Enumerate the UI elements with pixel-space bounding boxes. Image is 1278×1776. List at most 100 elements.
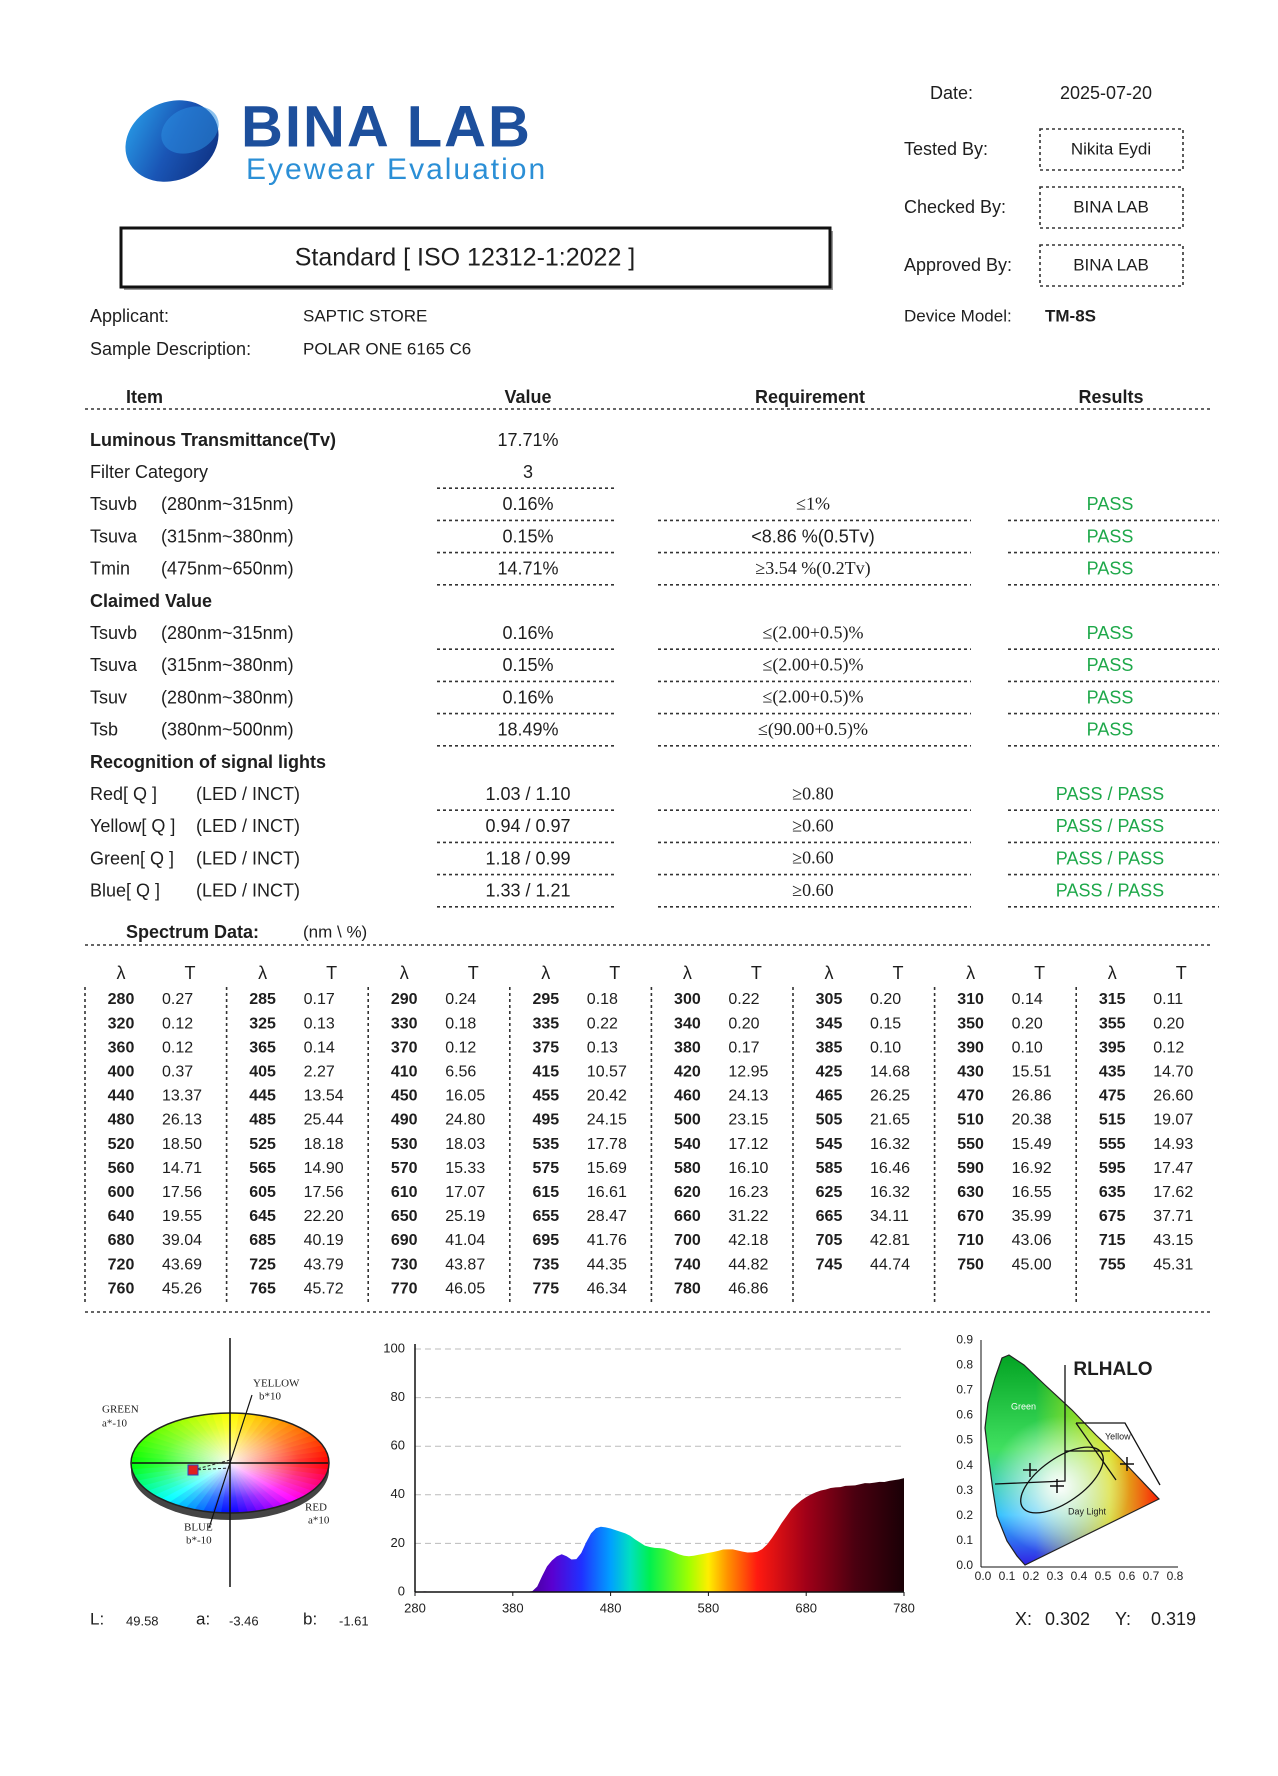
transmittance: 21.65 <box>870 1112 910 1129</box>
transmittance: 6.56 <box>445 1064 476 1081</box>
transmittance: 42.18 <box>728 1232 768 1249</box>
b-value: -1.61 <box>339 1613 369 1628</box>
sample-label: Sample Description: <box>90 339 251 359</box>
transmittance: 43.79 <box>304 1256 344 1273</box>
wavelength: 325 <box>249 1015 276 1032</box>
result: PASS <box>1087 623 1134 643</box>
x-tick-label: 0.1 <box>999 1569 1016 1583</box>
wavelength: 640 <box>108 1208 135 1225</box>
transmittance: 31.22 <box>728 1208 768 1225</box>
transmittance: 45.00 <box>1012 1256 1052 1273</box>
device-model: TM-8S <box>1045 306 1096 325</box>
transmittance: 45.31 <box>1153 1256 1193 1273</box>
axis-line <box>208 1462 231 1529</box>
transmittance: 45.26 <box>162 1280 202 1297</box>
value: 0.94 / 0.97 <box>485 816 570 836</box>
l-value: 49.58 <box>126 1613 159 1628</box>
requirement: ≤(2.00+0.5)% <box>762 622 863 643</box>
axis-scale: b*10 <box>259 1391 282 1403</box>
transmittance: 15.49 <box>1012 1136 1052 1153</box>
transmittance: 25.44 <box>304 1112 344 1129</box>
checked-box <box>1039 186 1184 229</box>
col-header: T <box>1034 963 1045 983</box>
transmittance: 44.82 <box>728 1256 768 1273</box>
wavelength: 300 <box>674 991 701 1008</box>
transmittance: 16.32 <box>870 1136 910 1153</box>
spectrum-area <box>415 1478 904 1592</box>
item: Tsuvb <box>90 623 137 643</box>
transmittance: 20.38 <box>1012 1112 1052 1129</box>
wavelength: 545 <box>816 1136 843 1153</box>
requirement: <8.86 %(0.5Tv) <box>751 526 875 546</box>
region-label: Yellow <box>1105 1431 1131 1441</box>
wavelength: 455 <box>532 1088 559 1105</box>
wavelength: 540 <box>674 1136 701 1153</box>
axis-label: GREEN <box>102 1404 139 1416</box>
marker-line <box>192 1459 231 1471</box>
wavelength: 330 <box>391 1015 418 1032</box>
x-tick-label: 380 <box>502 1600 524 1615</box>
value: 0.15% <box>502 526 553 546</box>
sample: POLAR ONE 6165 C6 <box>303 339 471 358</box>
wavelength: 475 <box>1099 1088 1126 1105</box>
spectrum-chart: 0 20 40 60 80 100 280 380 480 580 680 780 <box>383 1340 915 1615</box>
transmittance: 17.07 <box>445 1184 485 1201</box>
transmittance: 24.13 <box>728 1088 768 1105</box>
wavelength: 770 <box>391 1280 418 1297</box>
wavelength: 695 <box>532 1232 559 1249</box>
transmittance: 41.04 <box>445 1232 485 1249</box>
transmittance: 10.57 <box>587 1064 627 1081</box>
range: (475nm~650nm) <box>161 559 294 579</box>
y-tick-label: 100 <box>383 1340 405 1355</box>
transmittance: 17.12 <box>728 1136 768 1153</box>
item: Yellow[ Q ] <box>90 816 175 836</box>
wavelength: 660 <box>674 1208 701 1225</box>
y-tick-label: 60 <box>391 1438 405 1453</box>
wavelength: 490 <box>391 1112 418 1129</box>
range: (LED / INCT) <box>196 816 300 836</box>
result: PASS / PASS <box>1056 784 1164 804</box>
wavelength: 670 <box>957 1208 984 1225</box>
transmittance: 16.32 <box>870 1184 910 1201</box>
wavelength: 690 <box>391 1232 418 1249</box>
y-tick-label: 0.1 <box>956 1533 973 1547</box>
transmittance: 17.78 <box>587 1136 627 1153</box>
transmittance: 46.86 <box>728 1280 768 1297</box>
range: (LED / INCT) <box>196 881 300 901</box>
header-results: Results <box>1078 387 1143 407</box>
spectrum-title: Spectrum Data: <box>126 922 259 942</box>
applicant: SAPTIC STORE <box>303 306 427 325</box>
transmittance: 0.12 <box>1153 1039 1184 1056</box>
wavelength: 740 <box>674 1256 701 1273</box>
transmittance: 16.46 <box>870 1160 910 1177</box>
transmittance: 0.22 <box>587 1015 618 1032</box>
y-tick-label: 0.4 <box>956 1458 973 1472</box>
value: 1.03 / 1.10 <box>485 784 570 804</box>
wavelength: 680 <box>108 1232 135 1249</box>
transmittance: 0.14 <box>1012 991 1043 1008</box>
requirement: ≤(90.00+0.5)% <box>758 719 868 740</box>
result-rows: Luminous Transmittance(Tv) 17.71% Filter C… <box>90 430 1219 908</box>
wavelength: 435 <box>1099 1064 1126 1081</box>
wavelength: 305 <box>816 991 843 1008</box>
transmittance: 17.56 <box>304 1184 344 1201</box>
transmittance: 14.93 <box>1153 1136 1193 1153</box>
wavelength: 280 <box>108 991 135 1008</box>
result: PASS <box>1087 494 1134 514</box>
transmittance: 14.70 <box>1153 1064 1193 1081</box>
y-tick-label: 0.3 <box>956 1483 973 1497</box>
requirement: ≥0.60 <box>792 848 833 868</box>
wavelength: 500 <box>674 1112 701 1129</box>
y-tick-label: 0.2 <box>956 1508 973 1522</box>
transmittance: 45.72 <box>304 1280 344 1297</box>
wavelength: 525 <box>249 1136 276 1153</box>
wavelength: 700 <box>674 1232 701 1249</box>
col-header: T <box>468 963 479 983</box>
transmittance: 40.19 <box>304 1232 344 1249</box>
result: PASS / PASS <box>1056 848 1164 868</box>
result: PASS <box>1087 687 1134 707</box>
transmittance: 16.23 <box>728 1184 768 1201</box>
col-header: λ <box>1108 963 1117 983</box>
wavelength: 470 <box>957 1088 984 1105</box>
wavelength: 520 <box>108 1136 135 1153</box>
